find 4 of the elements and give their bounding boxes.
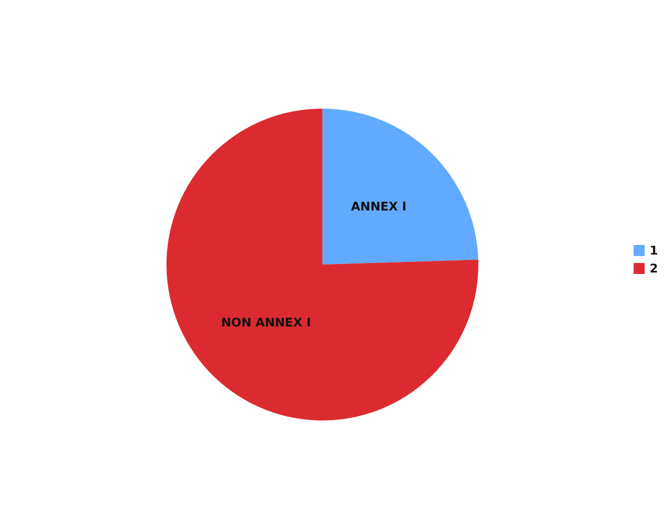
legend-label: 1 (650, 244, 658, 258)
data-label: NON ANNEX I (221, 316, 312, 330)
data-label: ANNEX I (351, 199, 406, 214)
legend-label: 2 (650, 262, 658, 276)
